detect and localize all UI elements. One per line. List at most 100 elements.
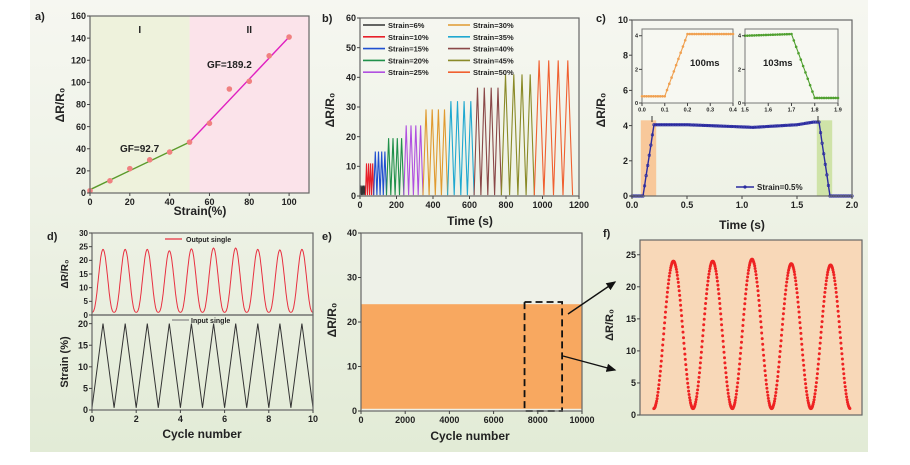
data-point <box>745 283 749 287</box>
data-point <box>720 323 724 327</box>
data-point <box>817 357 821 361</box>
data-point <box>848 407 852 410</box>
data-point <box>660 354 664 358</box>
data-point <box>724 375 728 379</box>
y-tick-label: 5 <box>631 378 636 388</box>
data-point <box>716 283 720 287</box>
data-point <box>739 346 743 350</box>
data-point <box>761 348 765 352</box>
data-point <box>746 275 750 279</box>
data-point <box>734 392 738 396</box>
data-marker <box>688 123 692 127</box>
data-point <box>658 374 662 378</box>
data-marker <box>731 124 735 129</box>
data-point <box>722 345 725 349</box>
data-marker <box>818 131 823 135</box>
y-axis-label: ΔR/R₀ <box>604 309 616 341</box>
data-point <box>684 363 688 367</box>
data-point <box>756 284 759 288</box>
data-point <box>186 139 193 145</box>
data-point <box>822 295 826 299</box>
data-point <box>664 305 668 309</box>
data-point <box>683 357 687 361</box>
data-point <box>679 303 683 307</box>
data-point <box>718 302 722 305</box>
data-point <box>744 292 748 296</box>
y-axis-label: ΔR/R₀ <box>53 88 67 123</box>
data-marker <box>746 125 750 129</box>
y-tick-label: 4 <box>635 34 639 40</box>
data-point <box>723 366 727 370</box>
y-axis-label: ΔR/R₀ <box>325 303 339 338</box>
data-point <box>743 302 747 306</box>
data-point <box>756 294 760 297</box>
y-tick-label: 0 <box>738 101 741 107</box>
data-point <box>781 322 784 326</box>
data-point <box>697 380 700 384</box>
data-point <box>736 377 740 381</box>
series-line <box>364 163 375 196</box>
inset-marker <box>827 96 830 100</box>
data-point <box>780 328 784 332</box>
data-point <box>674 267 678 271</box>
data-point <box>778 355 782 359</box>
data-point <box>753 267 757 270</box>
data-point <box>708 267 712 271</box>
fit-label: GF=189.2 <box>207 60 252 71</box>
inset-marker <box>686 32 689 36</box>
inset-marker <box>713 32 717 36</box>
data-point <box>687 389 691 393</box>
data-marker <box>805 121 809 125</box>
inset-marker <box>642 94 646 98</box>
data-marker <box>803 121 807 125</box>
legend-label: Output single <box>186 237 231 244</box>
data-marker <box>705 123 709 128</box>
data-point <box>844 392 848 396</box>
data-point <box>680 319 684 323</box>
y-axis-label: ΔR/R₀ <box>60 260 71 289</box>
data-marker <box>770 124 775 128</box>
data-marker <box>649 143 653 147</box>
y-tick-label: 15 <box>78 340 88 350</box>
data-point <box>812 398 816 402</box>
data-point <box>677 289 681 293</box>
data-point <box>127 165 133 172</box>
inset-marker <box>808 83 812 87</box>
data-marker <box>667 123 671 127</box>
series-line <box>500 74 535 196</box>
data-point <box>266 53 272 59</box>
y-tick-label: 4 <box>738 34 742 40</box>
data-point <box>780 333 783 337</box>
data-point <box>766 393 770 397</box>
inset-marker <box>668 82 671 86</box>
data-marker <box>788 123 793 127</box>
data-point <box>681 325 684 329</box>
data-marker <box>680 123 684 127</box>
inset-marker <box>654 94 657 98</box>
data-point <box>715 279 719 283</box>
data-point <box>764 374 767 377</box>
data-point <box>685 377 689 381</box>
data-point <box>765 390 769 394</box>
inset-marker <box>681 45 685 48</box>
data-marker <box>815 120 819 124</box>
data-point <box>704 297 708 300</box>
data-point <box>777 365 781 369</box>
data-point <box>818 347 822 350</box>
data-point <box>786 271 790 275</box>
data-marker <box>696 123 701 127</box>
data-marker <box>675 123 679 127</box>
y-tick-label: 0 <box>84 311 89 320</box>
x-tick-label: 2000 <box>395 415 415 425</box>
data-marker <box>724 124 729 128</box>
inset-marker <box>797 51 800 55</box>
data-point <box>713 264 717 268</box>
data-point <box>715 276 719 279</box>
data-point <box>754 269 758 273</box>
y-tick-label: 2 <box>738 67 741 73</box>
data-marker <box>775 124 780 128</box>
data-marker <box>700 123 704 127</box>
data-point <box>759 320 763 324</box>
data-point <box>666 286 670 290</box>
data-point <box>842 372 846 376</box>
